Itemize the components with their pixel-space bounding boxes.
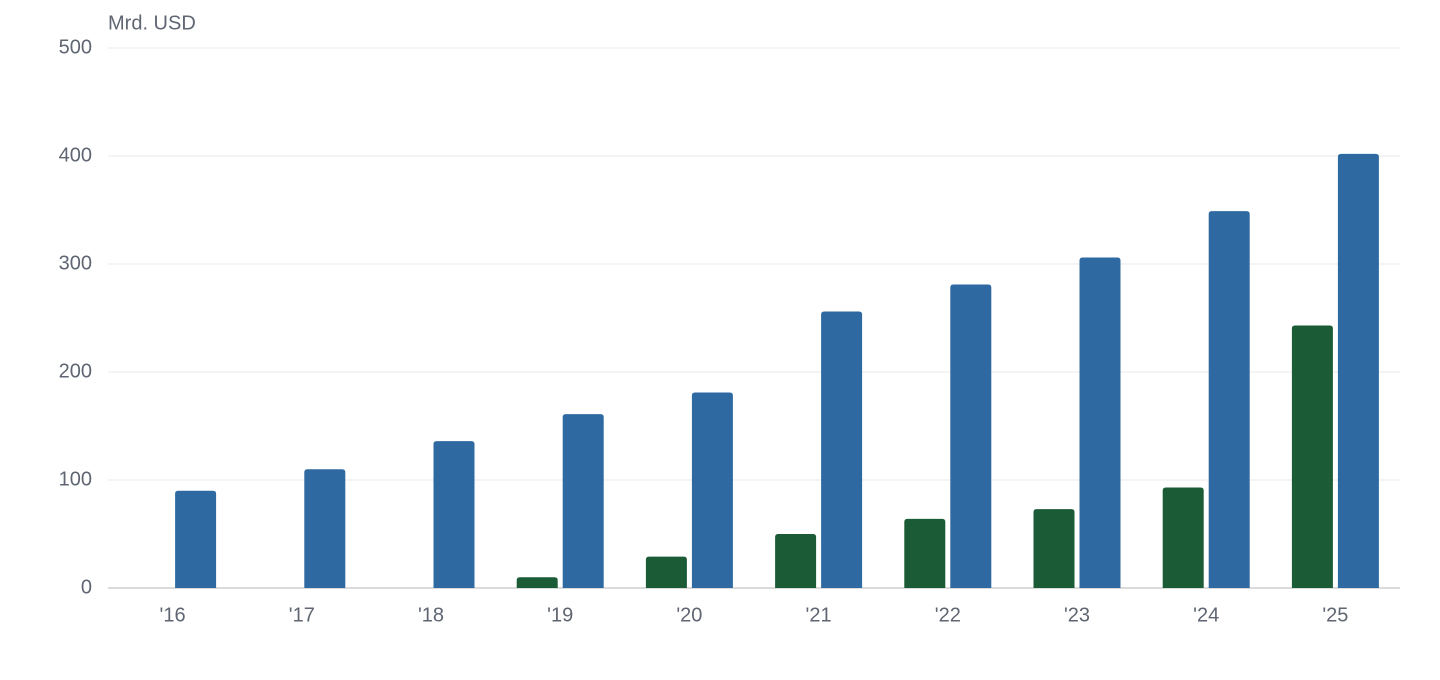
x-tick-label: '20 [676,604,702,626]
y-tick-label: 100 [59,468,92,490]
y-axis-label: Mrd. USD [108,12,196,34]
bar [1208,211,1250,588]
y-tick-label: 200 [59,360,92,382]
bar [1162,487,1204,588]
bar [1291,325,1333,588]
x-tick-label: '18 [418,604,444,626]
bar [433,441,475,588]
y-tick-label: 400 [59,144,92,166]
x-tick-label: '24 [1193,604,1219,626]
bar [950,284,992,588]
bar [904,518,946,588]
bar [821,311,863,588]
bar [1079,257,1121,588]
x-tick-label: '19 [547,604,573,626]
x-tick-label: '25 [1322,604,1348,626]
bar [175,490,217,588]
x-tick-label: '16 [160,604,186,626]
bar [775,534,817,588]
bar [516,577,558,588]
bar [562,414,604,588]
y-tick-label: 0 [81,576,92,598]
x-tick-label: '23 [1064,604,1090,626]
x-tick-label: '21 [806,604,832,626]
x-tick-label: '17 [289,604,315,626]
x-tick-label: '22 [935,604,961,626]
y-tick-label: 500 [59,36,92,58]
bar [1337,153,1379,588]
bar [1033,509,1075,588]
bar [645,556,687,588]
y-tick-label: 300 [59,252,92,274]
bar [691,392,733,588]
bar [304,469,346,588]
